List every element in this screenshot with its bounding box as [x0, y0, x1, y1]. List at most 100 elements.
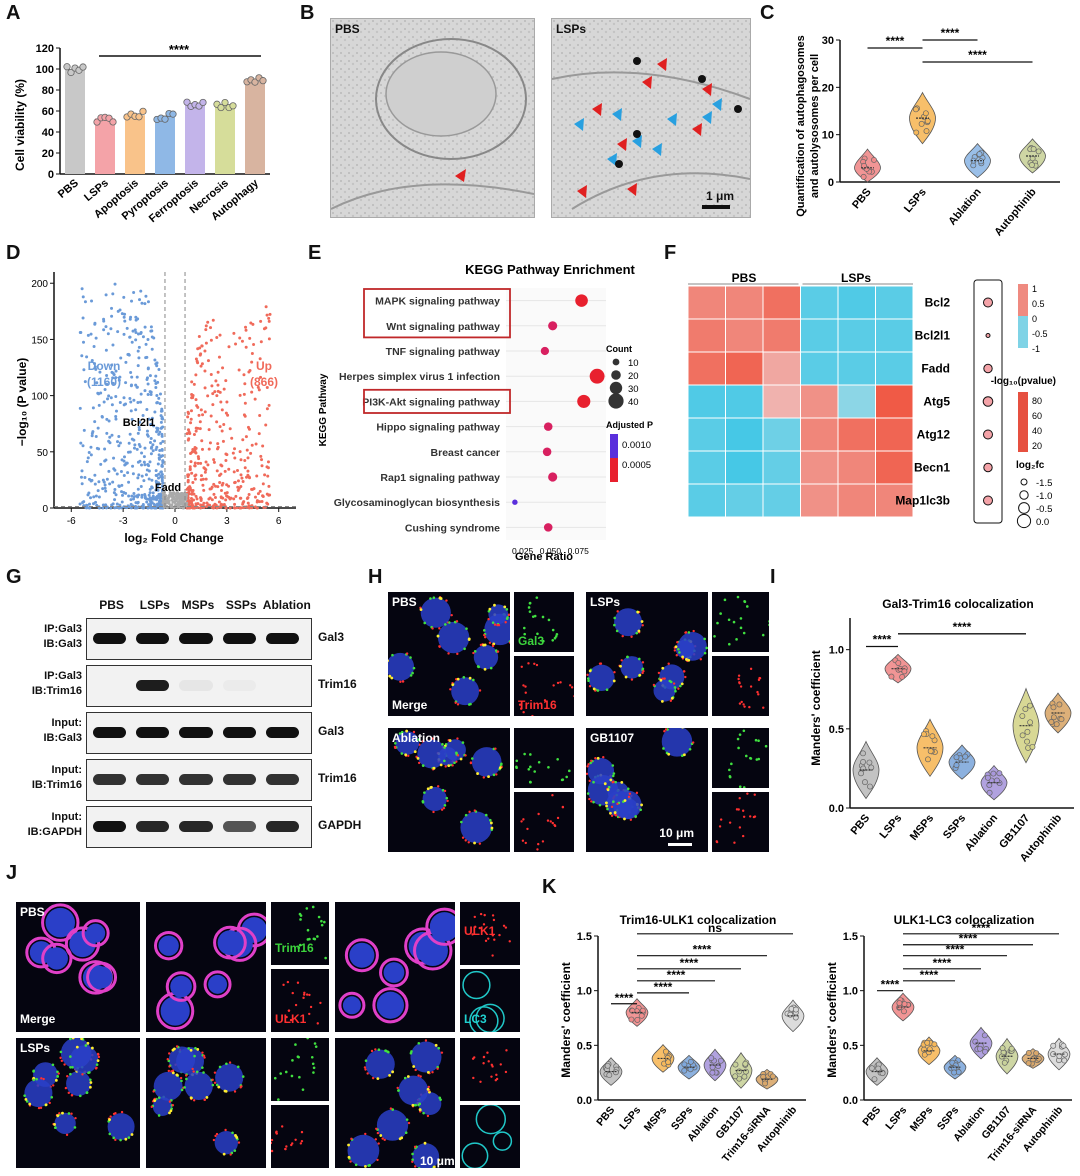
point-down [160, 484, 164, 488]
row-label-ip: IP:Gal3 [44, 623, 82, 635]
row-label-right: Gal3 [318, 724, 345, 738]
coloc-puncta [493, 603, 496, 607]
cells-ablation-red [520, 794, 565, 851]
point-up [254, 442, 258, 446]
micro-label: LSPs [590, 595, 621, 609]
green-puncta [662, 747, 665, 750]
point-down [102, 317, 106, 321]
dot [542, 447, 552, 457]
red-puncta [741, 834, 745, 838]
point-up [231, 451, 235, 455]
red-puncta [450, 613, 453, 617]
point-down [95, 446, 99, 450]
point-down [89, 445, 93, 449]
data-point [861, 162, 867, 169]
coloc-puncta [437, 1158, 441, 1162]
point-down [102, 328, 106, 332]
heat-cell [762, 318, 801, 353]
red-puncta [493, 623, 497, 626]
cells [150, 1045, 245, 1156]
red-puncta [467, 841, 470, 844]
point-down [136, 476, 140, 480]
data-point [715, 1063, 722, 1070]
green-puncta [170, 1107, 173, 1110]
data-point [1033, 1050, 1040, 1057]
cells-group [282, 980, 322, 1025]
green-puncta [743, 600, 747, 604]
red-puncta [556, 681, 560, 685]
gene-label-fadd: Fadd [155, 482, 181, 494]
green-puncta [607, 785, 611, 789]
red-puncta [499, 1063, 502, 1066]
point-down [90, 434, 94, 438]
point-down [100, 415, 104, 419]
green-puncta [679, 684, 682, 688]
arrow-autophagosome [577, 185, 587, 198]
point-down [145, 429, 149, 433]
red-puncta [672, 682, 676, 685]
point-ns [168, 493, 172, 497]
chart-title: Trim16-ULK1 colocalization [620, 913, 777, 927]
green-puncta [713, 634, 716, 638]
point-down [114, 415, 118, 419]
nucleus [473, 644, 499, 670]
up-label: Up [256, 359, 272, 373]
legend-fc-tick: -1.0 [1036, 491, 1052, 502]
red-puncta [522, 818, 525, 821]
row-label-ip: IP:Gal3 [44, 670, 82, 682]
point-up [233, 506, 237, 510]
green-puncta [505, 608, 509, 611]
point-up [267, 319, 271, 323]
point-down [117, 378, 121, 382]
point-down [118, 308, 122, 312]
point-down [136, 332, 140, 336]
coloc-puncta [436, 634, 440, 638]
micro-j-ulk1-b [460, 1038, 520, 1101]
cells [461, 1105, 513, 1168]
pval-dot [983, 429, 993, 440]
data-point [962, 753, 969, 760]
green-puncta [317, 915, 321, 919]
legend-fc-dot [1020, 478, 1028, 486]
cells-group [23, 1038, 135, 1142]
point-up [200, 447, 204, 451]
y-tick-label: 60 [42, 106, 54, 118]
point-up [199, 408, 203, 412]
green-puncta [551, 638, 555, 642]
point-up [263, 473, 267, 477]
green-puncta [69, 1038, 72, 1041]
green-puncta [35, 1077, 38, 1081]
micro-j-ulk1 [271, 1105, 329, 1168]
point-down [143, 446, 147, 450]
point-up [204, 477, 208, 481]
green-puncta [312, 937, 316, 941]
data-point [924, 118, 931, 124]
green-puncta [723, 598, 727, 602]
red-puncta [152, 1090, 155, 1093]
green-puncta [411, 671, 414, 675]
nucleus [412, 1143, 440, 1168]
legend-pval-bar [1018, 392, 1028, 452]
green-puncta [73, 1126, 77, 1129]
point-down [109, 327, 113, 331]
point-up [245, 475, 249, 479]
green-puncta [612, 800, 615, 803]
green-puncta [705, 646, 708, 650]
point-ns [176, 491, 180, 495]
cells-gb1107 [586, 728, 695, 821]
point-down [112, 491, 116, 495]
chart-title: ULK1-LC3 colocalization [894, 913, 1035, 927]
significance-stars: **** [972, 921, 991, 935]
green-puncta [443, 746, 446, 749]
gene-label: Map1lc3b [895, 494, 950, 508]
red-puncta [652, 683, 656, 687]
green-puncta [297, 946, 301, 950]
point-up [218, 333, 222, 337]
point-down [103, 483, 107, 487]
point-down [135, 385, 139, 389]
coloc-puncta [89, 1081, 93, 1084]
point-up [256, 492, 260, 496]
cells [271, 1125, 304, 1153]
red-puncta [471, 933, 474, 936]
red-puncta [168, 1052, 171, 1055]
